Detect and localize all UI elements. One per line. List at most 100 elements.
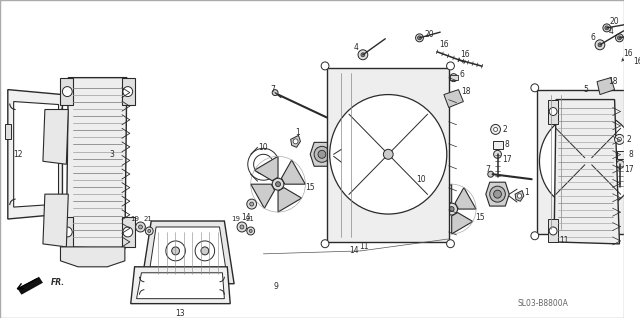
Polygon shape xyxy=(136,273,225,299)
Text: 1: 1 xyxy=(524,188,529,197)
Polygon shape xyxy=(61,217,73,247)
Polygon shape xyxy=(548,100,558,124)
Polygon shape xyxy=(43,109,68,164)
Text: 8: 8 xyxy=(505,140,509,149)
Circle shape xyxy=(361,53,365,57)
Circle shape xyxy=(272,178,284,190)
Polygon shape xyxy=(131,267,230,304)
Polygon shape xyxy=(455,188,476,209)
Polygon shape xyxy=(452,212,473,234)
Polygon shape xyxy=(141,221,234,284)
Circle shape xyxy=(249,229,252,233)
Polygon shape xyxy=(43,194,68,247)
Circle shape xyxy=(358,50,368,60)
Circle shape xyxy=(318,150,326,158)
Circle shape xyxy=(517,194,522,198)
Circle shape xyxy=(493,150,501,158)
Text: 16: 16 xyxy=(633,57,640,66)
Polygon shape xyxy=(122,78,134,105)
Text: 17: 17 xyxy=(502,155,512,164)
Circle shape xyxy=(138,225,143,229)
Polygon shape xyxy=(61,247,125,267)
Circle shape xyxy=(447,240,454,248)
Circle shape xyxy=(247,199,257,209)
Circle shape xyxy=(293,139,298,144)
Text: 7: 7 xyxy=(271,85,276,94)
Polygon shape xyxy=(428,209,448,231)
Circle shape xyxy=(595,40,605,50)
Circle shape xyxy=(549,227,557,235)
Text: 5: 5 xyxy=(583,85,588,94)
Polygon shape xyxy=(282,160,305,184)
Circle shape xyxy=(172,247,179,255)
Circle shape xyxy=(531,232,539,240)
Polygon shape xyxy=(8,90,63,219)
Circle shape xyxy=(237,222,247,232)
Text: 20: 20 xyxy=(424,30,434,39)
Polygon shape xyxy=(291,135,300,147)
Text: 15: 15 xyxy=(475,212,484,221)
Circle shape xyxy=(359,235,363,239)
Circle shape xyxy=(415,34,424,42)
Polygon shape xyxy=(597,78,614,94)
Circle shape xyxy=(383,149,393,159)
Text: 16: 16 xyxy=(439,40,449,49)
Polygon shape xyxy=(278,188,301,212)
Text: 12: 12 xyxy=(13,150,22,159)
Polygon shape xyxy=(431,184,452,205)
Text: 16: 16 xyxy=(623,49,633,58)
Circle shape xyxy=(493,190,501,198)
Circle shape xyxy=(618,137,621,141)
Circle shape xyxy=(531,84,539,92)
Circle shape xyxy=(272,90,278,96)
Circle shape xyxy=(603,24,611,32)
Circle shape xyxy=(136,222,145,232)
Polygon shape xyxy=(486,182,509,206)
Circle shape xyxy=(598,43,602,47)
Text: 2: 2 xyxy=(503,125,508,134)
Circle shape xyxy=(195,241,214,261)
Circle shape xyxy=(321,62,329,70)
Circle shape xyxy=(450,74,458,82)
Text: 7: 7 xyxy=(485,165,490,174)
Text: 6: 6 xyxy=(591,33,596,42)
Circle shape xyxy=(63,227,72,237)
Polygon shape xyxy=(444,90,463,108)
Circle shape xyxy=(491,124,500,134)
Circle shape xyxy=(490,186,506,202)
Polygon shape xyxy=(122,217,134,247)
Text: 15: 15 xyxy=(305,183,315,192)
Polygon shape xyxy=(450,75,458,80)
Polygon shape xyxy=(310,142,333,166)
Circle shape xyxy=(145,227,153,235)
Polygon shape xyxy=(17,277,43,295)
Circle shape xyxy=(247,227,255,235)
Circle shape xyxy=(201,247,209,255)
Circle shape xyxy=(446,203,458,215)
Circle shape xyxy=(314,146,330,162)
Circle shape xyxy=(417,36,421,40)
Text: 2: 2 xyxy=(627,135,632,144)
Text: 18: 18 xyxy=(608,77,618,86)
Circle shape xyxy=(616,34,623,42)
Circle shape xyxy=(123,227,132,237)
Text: 19: 19 xyxy=(130,216,139,222)
Text: 19: 19 xyxy=(232,216,241,222)
Text: 11: 11 xyxy=(359,242,369,251)
Text: 17: 17 xyxy=(625,165,634,174)
Circle shape xyxy=(488,171,493,177)
Text: 4: 4 xyxy=(354,43,358,52)
Circle shape xyxy=(618,36,621,40)
Text: 21: 21 xyxy=(245,216,254,222)
Polygon shape xyxy=(616,151,627,159)
Polygon shape xyxy=(61,78,73,105)
Text: 14: 14 xyxy=(241,212,251,221)
Polygon shape xyxy=(536,90,634,234)
Circle shape xyxy=(148,229,150,233)
Circle shape xyxy=(240,225,244,229)
Circle shape xyxy=(449,207,454,211)
Circle shape xyxy=(250,202,253,206)
Circle shape xyxy=(447,62,454,70)
Text: FR.: FR. xyxy=(51,278,65,287)
Circle shape xyxy=(63,87,72,97)
